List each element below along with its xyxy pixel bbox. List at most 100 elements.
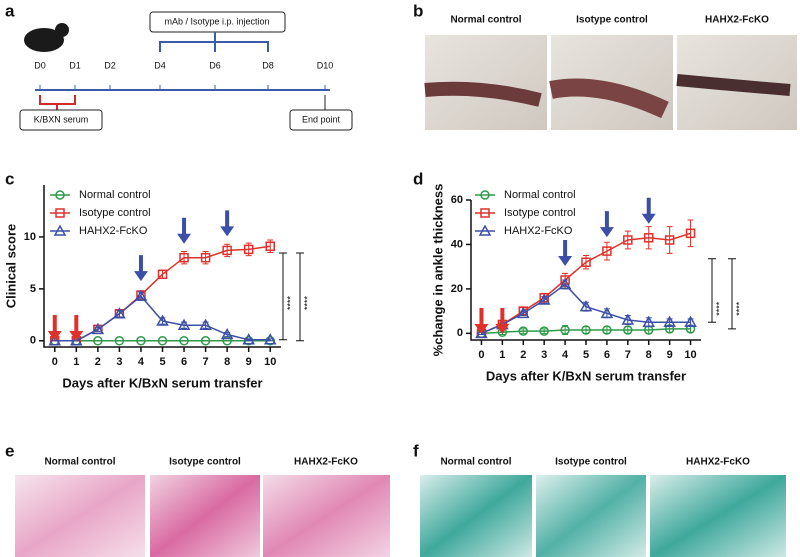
y-tick-label: 60 <box>451 194 463 206</box>
marker <box>685 228 696 239</box>
panel-label: e <box>5 441 14 460</box>
x-tick-label: 10 <box>264 356 276 368</box>
end-label: End point <box>302 114 341 124</box>
legend-label: HAHX2-FcKO <box>504 225 573 237</box>
marker <box>93 336 103 346</box>
histology-caption: Normal control <box>44 457 115 468</box>
error-bar <box>520 328 527 334</box>
marker <box>623 325 633 335</box>
significance-label: **** <box>734 301 744 316</box>
y-tick-label: 0 <box>30 335 36 347</box>
arrow <box>69 315 84 341</box>
arrow <box>495 308 510 334</box>
day-label: D2 <box>104 60 116 70</box>
marker <box>200 252 211 263</box>
error-bar <box>202 321 209 329</box>
error-bar <box>624 230 631 250</box>
marker <box>157 336 168 346</box>
marker <box>642 315 656 327</box>
marker <box>113 307 126 319</box>
marker <box>516 306 530 319</box>
arrow <box>599 211 614 238</box>
marker <box>621 313 635 325</box>
histology-caption: Isotype control <box>555 457 627 468</box>
marker <box>478 224 492 236</box>
day-label: D1 <box>69 60 81 70</box>
arrow <box>558 240 573 266</box>
marker <box>475 326 488 339</box>
significance-label: **** <box>714 301 724 316</box>
marker <box>537 293 551 305</box>
x-tick-label: 2 <box>95 356 101 368</box>
marker <box>70 334 83 346</box>
histology-caption: HAHX2-FcKO <box>686 457 750 468</box>
timeline <box>19 11 353 131</box>
legend-label: Isotype control <box>79 207 151 219</box>
panel-label: f <box>413 441 419 460</box>
x-axis-label: Days after K/BxN serum transfer <box>62 375 262 390</box>
significance-bracket <box>279 252 287 341</box>
marker <box>48 334 62 346</box>
marker <box>199 318 212 330</box>
error-bar <box>181 321 188 329</box>
panel-label: b <box>413 1 423 20</box>
marker <box>600 306 614 319</box>
marker <box>643 233 654 243</box>
x-tick-label: 7 <box>203 356 209 368</box>
panel-label: c <box>5 169 14 188</box>
marker <box>623 235 633 245</box>
day-label: D0 <box>34 60 46 70</box>
y-axis-label: %change in ankle thickness <box>430 184 445 357</box>
marker <box>243 244 254 255</box>
marker <box>265 241 275 252</box>
histology <box>15 475 786 557</box>
marker <box>55 190 65 200</box>
photos <box>424 35 797 130</box>
x-tick-label: 1 <box>499 349 505 361</box>
chart: 0 20 40 60 0 1 2 3 4 5 6 7 8 9 10 Days after K/BxN seru… <box>430 184 744 384</box>
photo-caption: Isotype control <box>576 15 648 26</box>
marker <box>53 224 67 236</box>
marker <box>91 322 105 335</box>
y-tick-label: 5 <box>30 283 36 295</box>
marker <box>179 336 189 346</box>
error-bar <box>687 219 694 248</box>
marker <box>602 325 612 335</box>
marker <box>55 208 65 218</box>
marker <box>684 315 697 327</box>
marker <box>602 246 612 256</box>
legend-label: Isotype control <box>504 207 576 219</box>
significance-bracket <box>708 258 716 323</box>
axis <box>43 185 281 348</box>
day-label: D10 <box>317 60 334 70</box>
marker <box>581 257 591 267</box>
serum-label: K/BXN serum <box>34 114 89 124</box>
x-tick-label: 4 <box>562 349 569 361</box>
x-axis-label: Days after K/BxN serum transfer <box>486 368 686 383</box>
day-label: D6 <box>209 60 221 70</box>
series-line <box>54 245 271 342</box>
error-bar <box>159 317 166 325</box>
panel-label: d <box>413 169 423 188</box>
legend-label: Normal control <box>504 189 576 201</box>
arrow <box>641 197 656 224</box>
marker <box>220 327 234 340</box>
marker <box>136 336 146 346</box>
marker <box>179 252 189 263</box>
error-bar <box>603 241 610 261</box>
significance-label: **** <box>302 296 312 311</box>
legend-label: Normal control <box>79 189 151 201</box>
x-tick-label: 0 <box>52 356 58 368</box>
x-tick-label: 5 <box>159 356 165 368</box>
error-bar <box>116 310 123 318</box>
x-tick-label: 5 <box>583 349 589 361</box>
x-tick-label: 2 <box>520 349 526 361</box>
photo-caption: HAHX2-FcKO <box>705 15 769 26</box>
y-tick-label: 0 <box>457 327 463 339</box>
marker <box>157 269 168 280</box>
marker <box>539 326 549 336</box>
y-tick-label: 40 <box>451 238 463 250</box>
marker <box>663 315 676 327</box>
